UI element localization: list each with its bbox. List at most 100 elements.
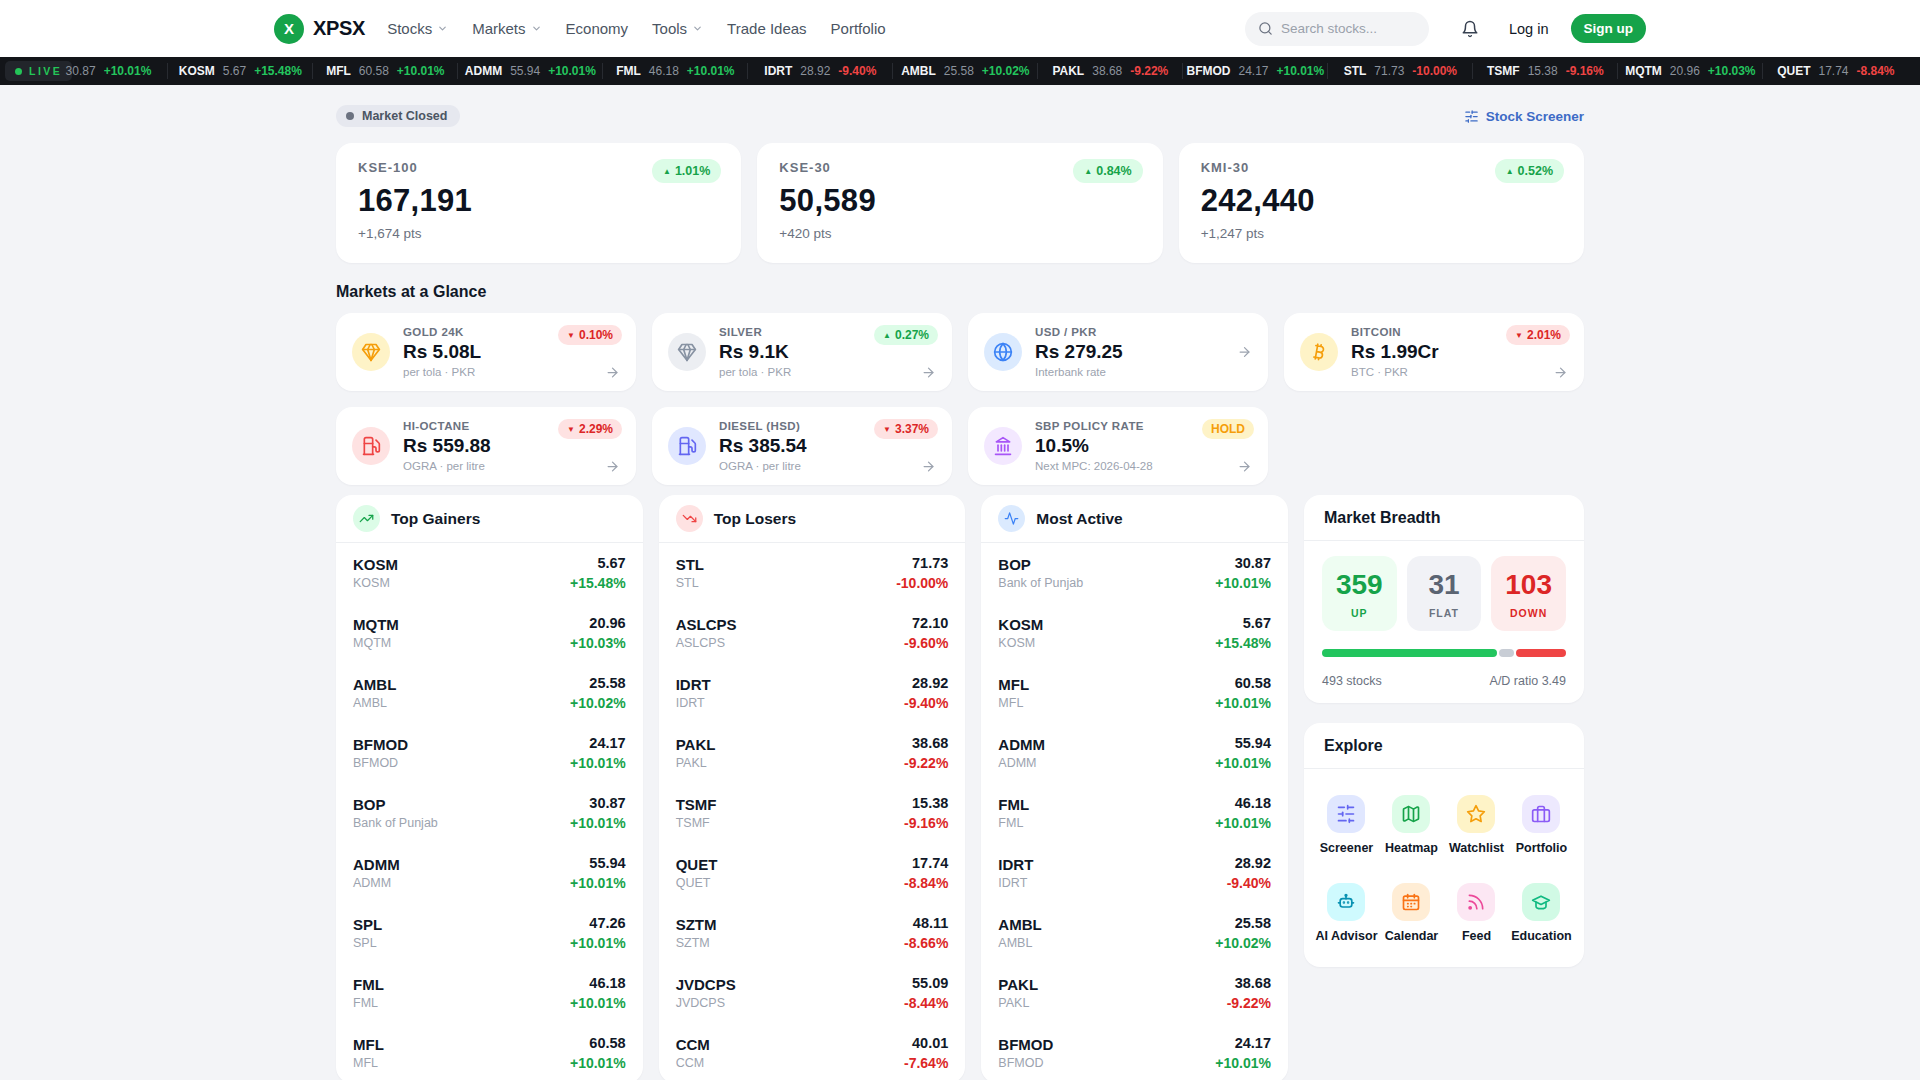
glance-card-sbp-policy-rate[interactable]: SBP POLICY RATE10.5%Next MPC: 2026-04-28… xyxy=(968,407,1268,485)
status-dot-icon xyxy=(346,112,354,120)
list-row-SZTM[interactable]: SZTMSZTM48.11-8.66% xyxy=(676,903,949,963)
ticker-item-MFL[interactable]: MFL60.58+10.01% xyxy=(313,63,458,79)
list-row-FML[interactable]: FMLFML46.18+10.01% xyxy=(353,963,626,1023)
arrow-right-icon xyxy=(605,365,620,380)
list-row-IDRT[interactable]: IDRTIDRT28.92-9.40% xyxy=(676,663,949,723)
glance-card-gold-24k[interactable]: GOLD 24KRs 5.08Lper tola · PKR▼0.10% xyxy=(336,313,636,391)
list-row-AMBL[interactable]: AMBLAMBL25.58+10.02% xyxy=(998,903,1271,963)
list-row-TSMF[interactable]: TSMFTSMF15.38-9.16% xyxy=(676,783,949,843)
glance-card-usd-pkr[interactable]: USD / PKRRs 279.25Interbank rate xyxy=(968,313,1268,391)
list-row-BOP[interactable]: BOPBank of Punjab30.87+10.01% xyxy=(998,543,1271,603)
search-input[interactable]: Search stocks... xyxy=(1245,12,1429,46)
glance-card-diesel-hsd-[interactable]: DIESEL (HSD)Rs 385.54OGRA · per litre▼3.… xyxy=(652,407,952,485)
explore-item-ai-advisor[interactable]: AI Advisor xyxy=(1314,883,1379,943)
explore-item-feed[interactable]: Feed xyxy=(1444,883,1509,943)
sliders-icon xyxy=(1327,795,1365,833)
list-row-QUET[interactable]: QUETQUET17.74-8.84% xyxy=(676,843,949,903)
ticker-item[interactable]: 30.87+10.01% xyxy=(72,63,168,79)
list-row-AMBL[interactable]: AMBLAMBL25.58+10.02% xyxy=(353,663,626,723)
brand-name[interactable]: XPSX xyxy=(313,17,365,40)
explore-item-calendar[interactable]: Calendar xyxy=(1379,883,1444,943)
explore-item-heatmap[interactable]: Heatmap xyxy=(1379,795,1444,855)
signup-button[interactable]: Sign up xyxy=(1571,14,1647,43)
ticker-item-AMBL[interactable]: AMBL25.58+10.02% xyxy=(893,63,1038,79)
list-row-STL[interactable]: STLSTL71.73-10.00% xyxy=(676,543,949,603)
explore-item-screener[interactable]: Screener xyxy=(1314,795,1379,855)
list-card-top-gainers: Top GainersKOSMKOSM5.67+15.48%MQTMMQTM20… xyxy=(336,495,643,1080)
list-row-KOSM[interactable]: KOSMKOSM5.67+15.48% xyxy=(998,603,1271,663)
arrow-right-icon xyxy=(1237,459,1252,474)
nav-item-markets[interactable]: Markets xyxy=(472,20,541,37)
list-row-KOSM[interactable]: KOSMKOSM5.67+15.48% xyxy=(353,543,626,603)
sliders-icon xyxy=(1464,109,1479,124)
glance-card-silver[interactable]: SILVERRs 9.1Kper tola · PKR▲0.27% xyxy=(652,313,952,391)
index-change-badge: ▲0.84% xyxy=(1073,159,1142,183)
breadth-flat-tile: 31 FLAT xyxy=(1407,556,1482,631)
explore-card: Explore ScreenerHeatmapWatchlistPortfoli… xyxy=(1304,723,1584,967)
list-row-PAKL[interactable]: PAKLPAKL38.68-9.22% xyxy=(676,723,949,783)
nav-item-portfolio[interactable]: Portfolio xyxy=(831,20,886,37)
index-card-kse-100[interactable]: KSE-100167,191+1,674 pts▲1.01% xyxy=(336,143,741,263)
list-row-FML[interactable]: FMLFML46.18+10.01% xyxy=(998,783,1271,843)
list-row-BFMOD[interactable]: BFMODBFMOD24.17+10.01% xyxy=(353,723,626,783)
list-row-ADMM[interactable]: ADMMADMM55.94+10.01% xyxy=(353,843,626,903)
list-card-most-active: Most ActiveBOPBank of Punjab30.87+10.01%… xyxy=(981,495,1288,1080)
right-column: Market Breadth 359 UP 31 FLAT 103 xyxy=(1304,495,1584,967)
nav-item-trade-ideas[interactable]: Trade Ideas xyxy=(727,20,807,37)
list-row-SPL[interactable]: SPLSPL47.26+10.01% xyxy=(353,903,626,963)
list-row-JVDCPS[interactable]: JVDCPSJVDCPS55.09-8.44% xyxy=(676,963,949,1023)
arrow-right-icon xyxy=(605,459,620,474)
list-row-BOP[interactable]: BOPBank of Punjab30.87+10.01% xyxy=(353,783,626,843)
ticker-item-QUET[interactable]: QUET17.74-8.84% xyxy=(1763,63,1908,79)
explore-item-watchlist[interactable]: Watchlist xyxy=(1444,795,1509,855)
nav-item-tools[interactable]: Tools xyxy=(652,20,703,37)
ticker-item-ADMM[interactable]: ADMM55.94+10.01% xyxy=(458,63,603,79)
ticker-item-MQTM[interactable]: MQTM20.96+10.03% xyxy=(1618,63,1763,79)
brand-logo-icon[interactable]: X xyxy=(274,14,304,44)
advance-decline-bar xyxy=(1322,649,1566,657)
search-placeholder: Search stocks... xyxy=(1281,21,1377,36)
list-row-MQTM[interactable]: MQTMMQTM20.96+10.03% xyxy=(353,603,626,663)
briefcase-icon xyxy=(1522,795,1560,833)
glance-card-bitcoin[interactable]: BITCOINRs 1.99CrBTC · PKR▼2.01% xyxy=(1284,313,1584,391)
ticker-item-TSMF[interactable]: TSMF15.38-9.16% xyxy=(1473,63,1618,79)
explore-item-portfolio[interactable]: Portfolio xyxy=(1509,795,1574,855)
star-icon xyxy=(1457,795,1495,833)
notifications-bell-icon[interactable] xyxy=(1461,20,1479,38)
ticker-item-IDRT[interactable]: IDRT28.92-9.40% xyxy=(748,63,893,79)
breadth-bar-flat xyxy=(1499,649,1514,657)
ticker-item-BFMOD[interactable]: BFMOD24.17+10.01% xyxy=(1183,63,1328,79)
index-card-kmi-30[interactable]: KMI-30242,440+1,247 pts▲0.52% xyxy=(1179,143,1584,263)
list-row-MFL[interactable]: MFLMFL60.58+10.01% xyxy=(998,663,1271,723)
breadth-up-tile: 359 UP xyxy=(1322,556,1397,631)
landmark-icon xyxy=(984,427,1022,465)
market-breadth-title: Market Breadth xyxy=(1324,509,1440,527)
list-row-BFMOD[interactable]: BFMODBFMOD24.17+10.01% xyxy=(998,1023,1271,1080)
list-card-top-losers: Top LosersSTLSTL71.73-10.00%ASLCPSASLCPS… xyxy=(659,495,966,1080)
list-row-IDRT[interactable]: IDRTIDRT28.92-9.40% xyxy=(998,843,1271,903)
glance-section-title: Markets at a Glance xyxy=(336,283,1584,301)
calendar-icon xyxy=(1392,883,1430,921)
glance-card-hi-octane[interactable]: HI-OCTANERs 559.88OGRA · per litre▼2.29% xyxy=(336,407,636,485)
glance-cards: GOLD 24KRs 5.08Lper tola · PKR▼0.10%SILV… xyxy=(336,313,1584,485)
ticker-item-STL[interactable]: STL71.73-10.00% xyxy=(1328,63,1473,79)
nav-item-economy[interactable]: Economy xyxy=(566,20,629,37)
arrow-right-icon xyxy=(1553,365,1568,380)
explore-item-education[interactable]: Education xyxy=(1509,883,1574,943)
list-row-ASLCPS[interactable]: ASLCPSASLCPS72.10-9.60% xyxy=(676,603,949,663)
market-breadth-card: Market Breadth 359 UP 31 FLAT 103 xyxy=(1304,495,1584,703)
nav-item-stocks[interactable]: Stocks xyxy=(387,20,448,37)
ticker-item-FML[interactable]: FML46.18+10.01% xyxy=(603,63,748,79)
gem-icon xyxy=(668,333,706,371)
stock-screener-link[interactable]: Stock Screener xyxy=(1464,109,1584,124)
login-button[interactable]: Log in xyxy=(1509,21,1549,37)
breadth-bar-down xyxy=(1516,649,1566,657)
ticker-item-PAKL[interactable]: PAKL38.68-9.22% xyxy=(1038,63,1183,79)
list-row-MFL[interactable]: MFLMFL60.58+10.01% xyxy=(353,1023,626,1080)
activity-icon xyxy=(998,505,1025,532)
index-card-kse-30[interactable]: KSE-3050,589+420 pts▲0.84% xyxy=(757,143,1162,263)
ticker-item-KOSM[interactable]: KOSM5.67+15.48% xyxy=(168,63,313,79)
list-row-CCM[interactable]: CCMCCM40.01-7.64% xyxy=(676,1023,949,1080)
list-row-PAKL[interactable]: PAKLPAKL38.68-9.22% xyxy=(998,963,1271,1023)
list-row-ADMM[interactable]: ADMMADMM55.94+10.01% xyxy=(998,723,1271,783)
